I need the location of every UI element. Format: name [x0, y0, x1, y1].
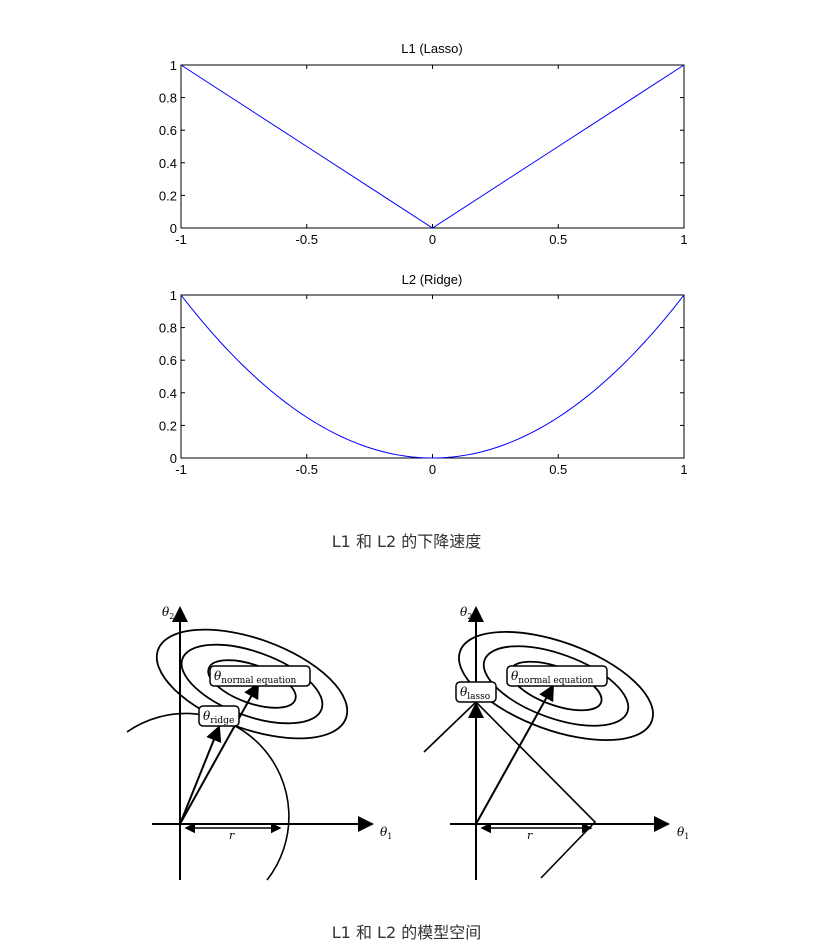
svg-text:θlasso: θlasso — [460, 685, 490, 702]
l2-chart-title: L2 (Ridge) — [402, 272, 463, 287]
ridge-y-axis-label: θ2 — [162, 605, 174, 621]
l2-x-tick-label: 0.5 — [549, 462, 567, 477]
l1-plot-frame — [180, 64, 685, 229]
l2-y-tick-label: 0.8 — [159, 321, 177, 336]
ridge-solution-vector — [179, 725, 222, 825]
l1-y-tick-label: 0 — [170, 221, 177, 236]
l2-x-tick-label: 0 — [429, 462, 436, 477]
lasso-normal-vector — [475, 684, 554, 825]
l1-chart-title: L1 (Lasso) — [401, 41, 462, 56]
svg-text:θridge: θridge — [203, 709, 234, 726]
svg-text:θnormal equation: θnormal equation — [214, 669, 297, 686]
l1-y-tick-label: 0.8 — [159, 91, 177, 106]
lasso-x-axis-label: θ1 — [677, 825, 689, 841]
l1-x-tick-label: 0.5 — [549, 232, 567, 247]
l1-y-tick-label: 0.6 — [159, 123, 177, 138]
l1-chart: L1 (Lasso) -1 -0.5 0 0.5 1 0 0.2 0.4 0.6 0.8 1 — [159, 41, 688, 247]
l2-x-tick-label: -1 — [175, 462, 187, 477]
l1-y-tick-label: 1 — [170, 58, 177, 73]
l2-y-tick-label: 0.6 — [159, 353, 177, 368]
l2-ticks: -1 -0.5 0 0.5 1 0 0.2 0.4 0.6 0.8 1 — [159, 288, 688, 477]
lasso-ellipse-middle — [482, 645, 630, 727]
l1-ticks: -1 -0.5 0 0.5 1 0 0.2 0.4 0.6 0.8 1 — [159, 58, 688, 247]
l2-x-tick-label: 1 — [680, 462, 687, 477]
l1-y-tick-label: 0.4 — [159, 156, 177, 171]
ridge-normal-equation-label: θnormal equation — [209, 665, 311, 687]
model-space-diagrams: θ2 θ1 r θnormal equation θridge θ2 — [126, 605, 689, 881]
l2-x-tick-label: -0.5 — [296, 462, 318, 477]
l2-y-tick-label: 0 — [170, 451, 177, 466]
l1-x-tick-label: -0.5 — [296, 232, 318, 247]
l2-series-line — [180, 294, 685, 459]
lasso-radius-label: r — [527, 829, 533, 842]
ridge-solution-label: θridge — [198, 705, 240, 727]
ridge-radius-label: r — [229, 829, 235, 842]
ridge-x-axis-label: θ1 — [380, 825, 392, 841]
ridge-diagram: θ2 θ1 r θnormal equation θridge — [126, 605, 392, 881]
norm-charts: L1 (Lasso) -1 -0.5 0 0.5 1 0 0.2 0.4 0.6 0.8 1 L2 … — [159, 41, 688, 477]
l2-plot-frame — [180, 294, 685, 459]
l1-x-tick-label: 1 — [680, 232, 687, 247]
ridge-constraint-circle — [126, 712, 290, 881]
lasso-ellipse-outer — [458, 631, 654, 741]
ridge-normal-vector — [179, 682, 259, 825]
l2-chart: L2 (Ridge) -1 -0.5 0 0.5 1 0 0.2 0.4 0.6 0.8 1 — [159, 272, 688, 477]
lasso-diagram: θ2 θ1 r θnormal equation θlasso — [423, 605, 689, 880]
lasso-y-axis-label: θ2 — [460, 605, 472, 621]
caption-descent-speed: L1 和 L2 的下降速度 — [331, 532, 482, 551]
svg-text:θnormal equation: θnormal equation — [511, 669, 594, 686]
lasso-solution-label: θlasso — [455, 681, 497, 703]
l2-y-tick-label: 0.4 — [159, 386, 177, 401]
l2-y-tick-label: 0.2 — [159, 418, 177, 433]
l1-x-tick-label: -1 — [175, 232, 187, 247]
l2-y-tick-label: 1 — [170, 288, 177, 303]
caption-model-space: L1 和 L2 的模型空间 — [331, 923, 482, 942]
lasso-constraint-diamond — [423, 700, 597, 879]
l1-x-tick-label: 0 — [429, 232, 436, 247]
l1-series-line — [180, 64, 685, 229]
l1-y-tick-label: 0.2 — [159, 188, 177, 203]
lasso-normal-equation-label: θnormal equation — [506, 665, 608, 687]
